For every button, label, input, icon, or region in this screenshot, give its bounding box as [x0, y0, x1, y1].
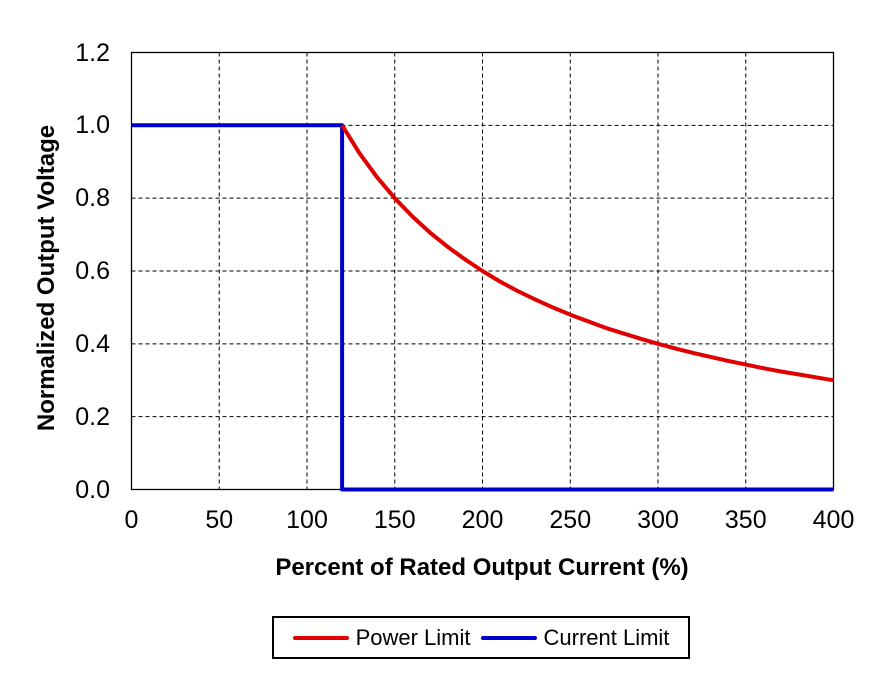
legend-label-power-limit: Power Limit: [355, 624, 471, 650]
y-tick-label-0.4: 0.4: [75, 329, 110, 358]
y-tick-label-1.0: 1.0: [75, 111, 110, 140]
power-limit-line-swatch: [292, 635, 349, 640]
x-tick-label-400: 400: [812, 506, 855, 534]
x-tick-label-200: 200: [461, 506, 504, 534]
legend-item-power-limit: Power Limit: [292, 624, 471, 650]
x-tick-label-300: 300: [637, 506, 679, 534]
legend-item-current-limit: Current Limit: [480, 624, 670, 650]
y-tick-label-0.2: 0.2: [75, 402, 110, 431]
x-tick-label-100: 100: [286, 506, 328, 534]
x-tick-label-350: 350: [724, 506, 767, 534]
y-tick-label-0.0: 0.0: [75, 475, 110, 504]
y-tick-label-0.8: 0.8: [75, 184, 110, 213]
power-limit-line: [340, 124, 834, 383]
current-limit-line: [131, 123, 834, 492]
y-tick-label-1.2: 1.2: [75, 38, 110, 67]
current-limit-line-swatch: [480, 635, 537, 640]
y-tick-label-0.6: 0.6: [75, 257, 110, 285]
x-tick-label-150: 150: [373, 506, 416, 534]
legend-label-current-limit: Current Limit: [543, 624, 670, 650]
x-tick-label-0: 0: [124, 506, 139, 534]
legend: Power Limit Current Limit: [272, 616, 690, 659]
x-tick-label-250: 250: [549, 506, 592, 534]
x-tick-label-50: 50: [205, 506, 234, 534]
x-axis-title: Percent of Rated Output Current (%): [275, 554, 689, 581]
